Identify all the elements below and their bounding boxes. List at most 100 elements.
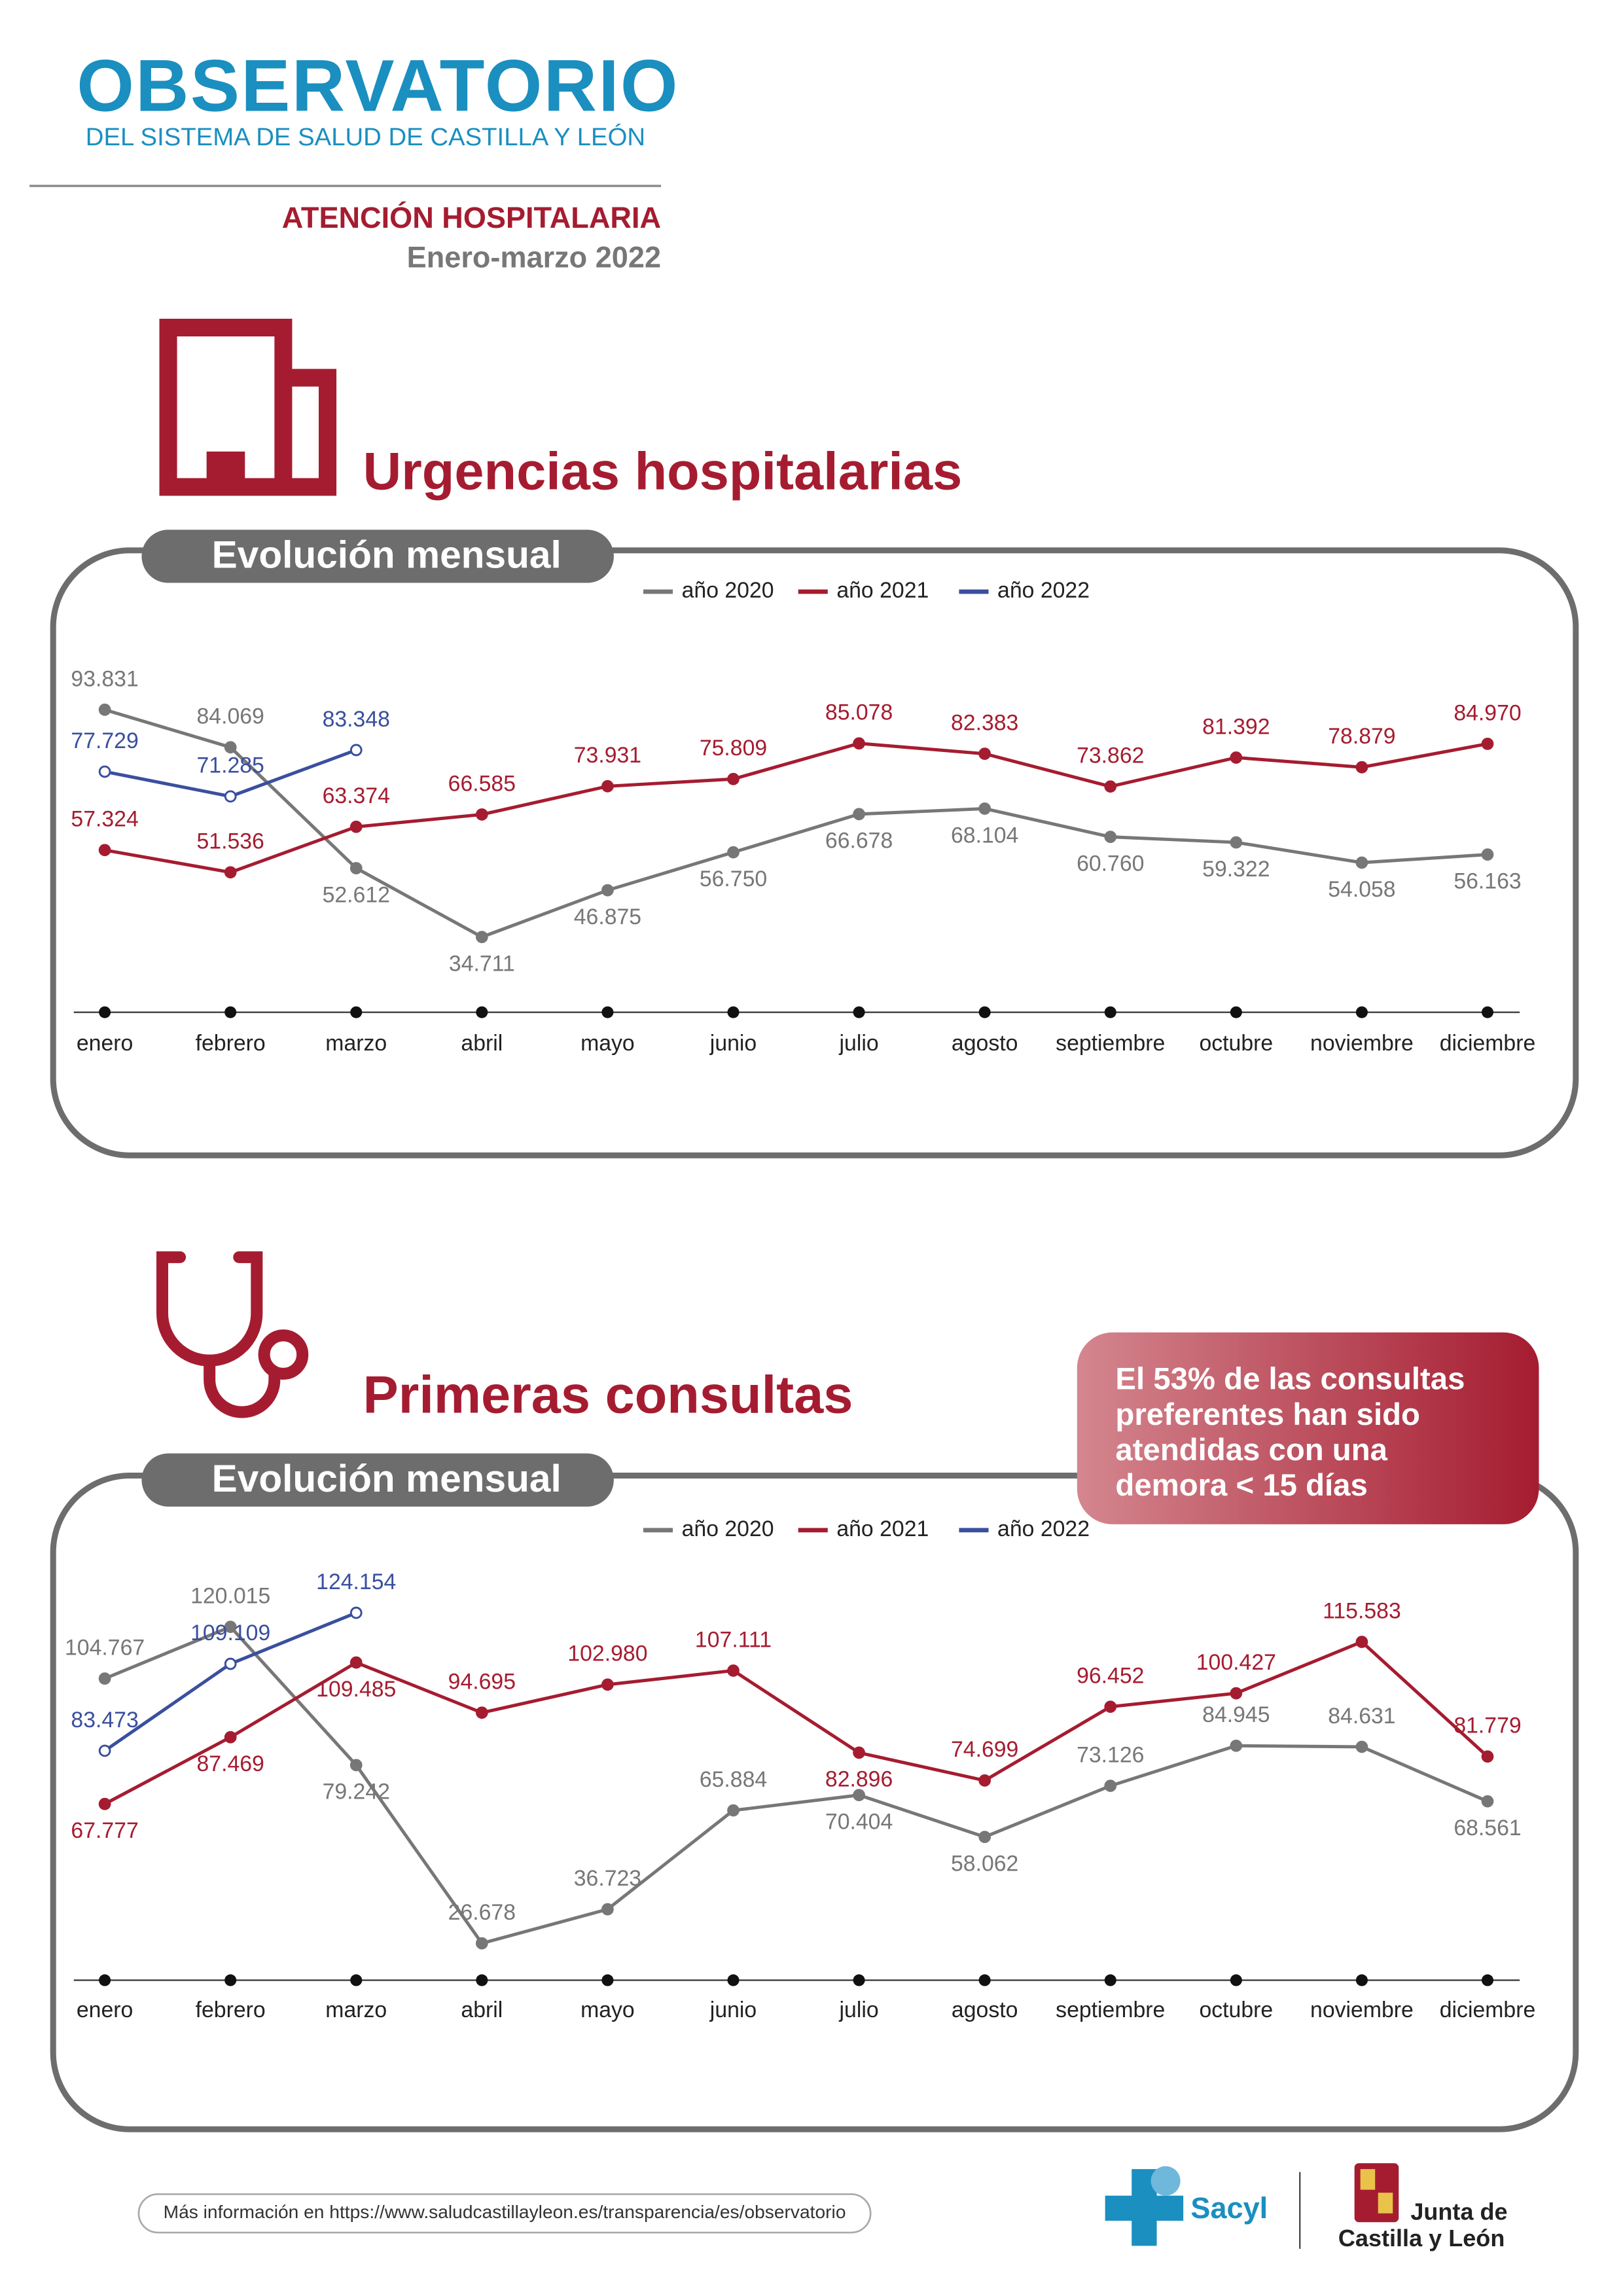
x-tick-label: mayo xyxy=(580,1998,635,2022)
legend-label: año 2022 xyxy=(997,1516,1090,1541)
x-tick xyxy=(99,1974,111,1986)
data-label: 65.884 xyxy=(700,1767,767,1792)
data-point xyxy=(1481,848,1494,861)
data-label: 96.452 xyxy=(1077,1664,1144,1689)
data-point xyxy=(1355,1740,1368,1753)
section-title: ATENCIÓN HOSPITALARIA xyxy=(282,201,661,234)
data-point xyxy=(978,1831,991,1843)
data-label: 115.583 xyxy=(1323,1598,1401,1623)
data-label: 46.875 xyxy=(574,905,641,929)
data-point xyxy=(601,780,614,793)
data-point xyxy=(475,931,488,943)
data-point xyxy=(1355,1636,1368,1648)
data-point xyxy=(727,846,740,859)
data-label: 68.104 xyxy=(951,823,1018,848)
logo: OBSERVATORIO xyxy=(77,45,679,127)
data-label: 52.612 xyxy=(323,882,390,907)
data-point xyxy=(349,1759,363,1772)
data-point xyxy=(1230,1687,1243,1700)
data-label: 109.485 xyxy=(316,1677,396,1702)
info-text: Más información en https://www.saludcast… xyxy=(164,2201,846,2222)
data-point xyxy=(1230,1739,1243,1752)
x-tick xyxy=(727,1974,740,1986)
data-label: 56.750 xyxy=(700,867,767,891)
data-label: 124.154 xyxy=(316,1570,396,1594)
data-point xyxy=(1481,1795,1494,1808)
data-label: 87.469 xyxy=(196,1751,264,1776)
data-point xyxy=(601,1903,614,1916)
data-point xyxy=(1104,1780,1117,1792)
data-point xyxy=(853,737,865,750)
callout-text: El 53% de las consultas xyxy=(1115,1362,1465,1397)
x-tick-label: febrero xyxy=(196,1998,266,2022)
data-point xyxy=(224,866,237,879)
chart-title: Primeras consultas xyxy=(363,1366,853,1425)
data-label: 85.078 xyxy=(825,700,893,725)
data-point xyxy=(475,808,488,821)
chart-subtitle: Evolución mensual xyxy=(212,1458,562,1500)
junta-text: Castilla y León xyxy=(1338,2225,1505,2251)
legend-label: año 2020 xyxy=(682,578,774,603)
data-point xyxy=(475,1706,488,1719)
x-tick-label: noviembre xyxy=(1310,1031,1414,1056)
data-point xyxy=(978,1774,991,1787)
series-line xyxy=(103,1640,1489,1806)
legend-label: año 2021 xyxy=(836,1516,929,1541)
x-tick-label: agosto xyxy=(952,1998,1018,2022)
data-point xyxy=(349,744,363,757)
x-tick-label: julio xyxy=(839,1031,879,1056)
x-tick xyxy=(1355,1006,1368,1018)
data-point xyxy=(1104,831,1117,843)
x-tick xyxy=(1481,1974,1494,1986)
x-tick-label: noviembre xyxy=(1310,1998,1414,2022)
data-point xyxy=(1104,780,1117,793)
data-point xyxy=(601,884,614,897)
x-tick xyxy=(1481,1006,1494,1018)
data-point xyxy=(224,1731,237,1744)
x-tick xyxy=(350,1006,363,1018)
x-tick-label: mayo xyxy=(580,1031,635,1056)
x-tick-label: agosto xyxy=(952,1031,1018,1056)
sacyl-text: Sacyl xyxy=(1190,2191,1268,2225)
data-label: 82.896 xyxy=(825,1767,893,1792)
data-label: 26.678 xyxy=(448,1900,516,1925)
data-label: 83.348 xyxy=(323,707,390,732)
data-label: 57.324 xyxy=(71,807,138,832)
data-point xyxy=(98,1744,111,1757)
callout-box xyxy=(1077,1332,1539,1524)
x-tick xyxy=(978,1006,991,1018)
series-line xyxy=(104,742,1488,874)
hospital-icon xyxy=(159,318,337,496)
data-label: 100.427 xyxy=(1196,1650,1276,1675)
data-point xyxy=(727,1664,740,1677)
data-point xyxy=(224,1657,237,1670)
x-tick-label: junio xyxy=(709,1998,757,2022)
x-tick-label: septiembre xyxy=(1056,1998,1165,2022)
x-tick xyxy=(1104,1006,1116,1018)
x-tick xyxy=(1230,1006,1242,1018)
data-point xyxy=(1355,761,1368,774)
data-label: 81.392 xyxy=(1202,714,1270,739)
data-label: 66.585 xyxy=(448,771,516,796)
x-tick-label: diciembre xyxy=(1440,1998,1536,2022)
subtitle-pill xyxy=(141,529,614,583)
callout-text: atendidas con una xyxy=(1115,1433,1387,1467)
x-tick xyxy=(1355,1974,1368,1986)
data-label: 59.322 xyxy=(1202,857,1270,882)
x-tick-label: octubre xyxy=(1199,1031,1273,1056)
data-point xyxy=(853,1746,865,1759)
data-label: 84.945 xyxy=(1202,1702,1270,1727)
data-label: 73.862 xyxy=(1077,744,1144,768)
data-point xyxy=(1104,1700,1117,1713)
x-tick xyxy=(978,1974,991,1986)
data-label: 107.111 xyxy=(695,1627,772,1652)
data-label: 67.777 xyxy=(71,1818,138,1843)
x-tick-label: abril xyxy=(461,1998,503,2022)
x-tick xyxy=(601,1006,614,1018)
x-tick-label: diciembre xyxy=(1440,1031,1536,1056)
x-tick xyxy=(1230,1974,1242,1986)
period: Enero-marzo 2022 xyxy=(407,241,661,274)
data-point xyxy=(1355,856,1368,869)
data-label: 84.631 xyxy=(1328,1704,1395,1729)
